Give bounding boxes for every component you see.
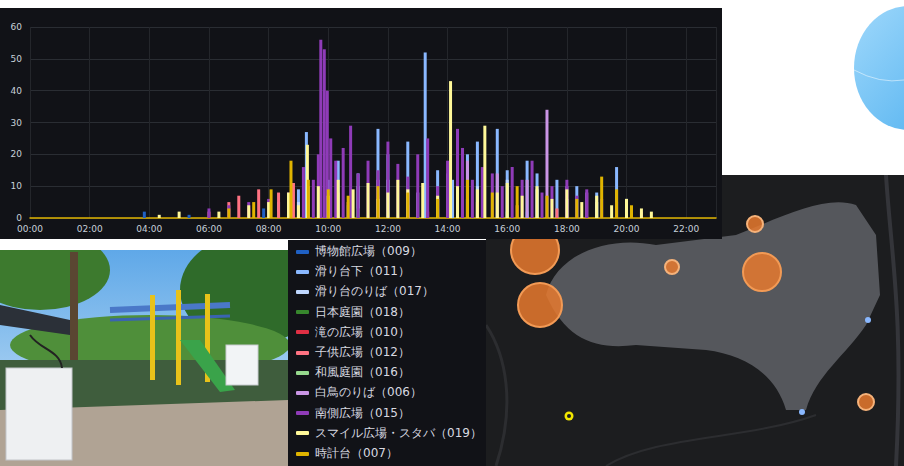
html-text:南側広場（015）: 南側広場（015）	[315, 405, 410, 420]
svg-text:02:00: 02:00	[77, 224, 103, 234]
svg-text:50: 50	[11, 54, 23, 64]
html-text:滝の広場（010）: 滝の広場（010）	[315, 324, 410, 339]
svg-text:0: 0	[16, 213, 22, 223]
svg-text:18:00: 18:00	[554, 224, 580, 234]
html-text:滑り台のりば（017）: 滑り台のりば（017）	[315, 284, 434, 299]
svg-text:14:00: 14:00	[435, 224, 461, 234]
svg-text:04:00: 04:00	[136, 224, 162, 234]
svg-text:22:00: 22:00	[673, 224, 699, 234]
html-text:和風庭園（016）: 和風庭園（016）	[315, 365, 410, 380]
svg-text:20: 20	[11, 149, 23, 159]
html-text:スマイル広場・スタバ（019）: スマイル広場・スタバ（019）	[315, 425, 482, 440]
html-text:博物館広場（009）: 博物館広場（009）	[315, 244, 422, 258]
html-text:滑り台下（011）: 滑り台下（011）	[315, 264, 410, 279]
html-text:子供広場（012）: 子供広場（012）	[315, 345, 410, 359]
svg-text:60: 60	[11, 22, 23, 32]
html-text:白鳥のりば（006）: 白鳥のりば（006）	[315, 385, 422, 400]
html-text:日本庭園（018）: 日本庭園（018）	[315, 304, 410, 319]
svg-text:20:00: 20:00	[614, 224, 640, 234]
html-text:時計台（007）: 時計台（007）	[315, 446, 398, 460]
svg-text:40: 40	[11, 86, 23, 96]
svg-text:16:00: 16:00	[494, 224, 520, 234]
svg-text:08:00: 08:00	[256, 224, 282, 234]
svg-text:00:00: 00:00	[17, 224, 43, 234]
svg-text:06:00: 06:00	[196, 224, 222, 234]
svg-text:10: 10	[11, 181, 23, 191]
svg-text:30: 30	[11, 118, 23, 128]
svg-text:10:00: 10:00	[315, 224, 341, 234]
svg-text:12:00: 12:00	[375, 224, 401, 234]
